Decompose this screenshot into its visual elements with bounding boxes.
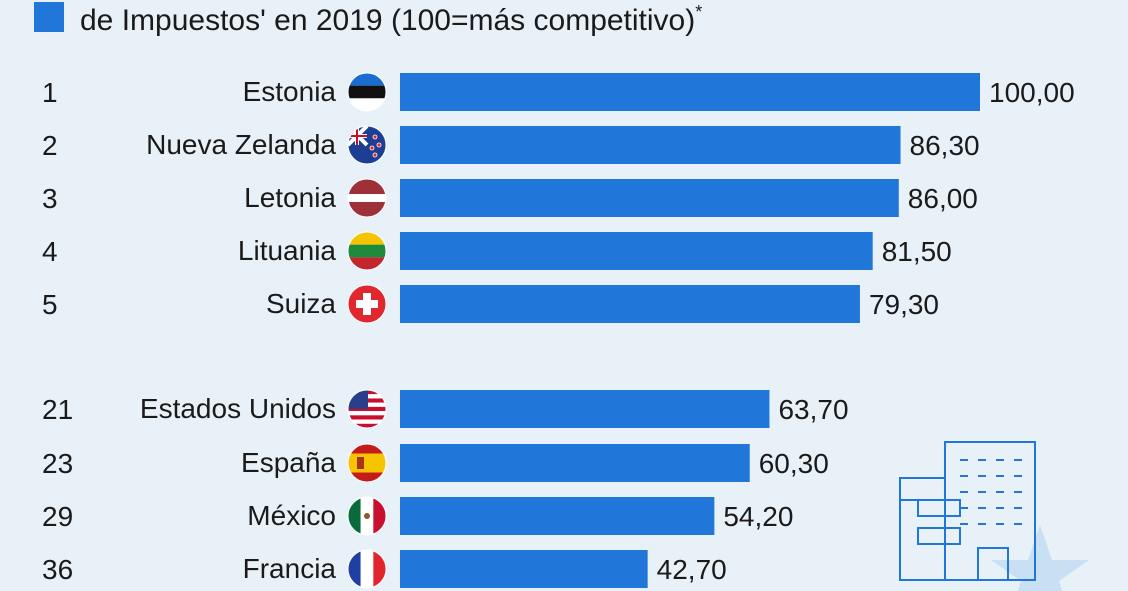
data-label: 63,70 xyxy=(778,394,848,425)
country-label: Nueva Zelanda xyxy=(146,129,336,160)
data-label: 86,30 xyxy=(910,130,980,161)
lithuania-flag-icon xyxy=(347,231,387,271)
rank-label: 3 xyxy=(42,183,58,214)
mexico-flag-icon xyxy=(347,496,387,536)
data-label: 79,30 xyxy=(869,289,939,320)
rank-label: 4 xyxy=(42,236,58,267)
footnote-mark: * xyxy=(695,2,702,22)
rank-label: 29 xyxy=(42,501,73,532)
table-row: 2 Nueva Zelanda 86,30 xyxy=(42,125,980,165)
country-label: Estados Unidos xyxy=(140,393,336,424)
rank-label: 36 xyxy=(42,554,73,585)
bar xyxy=(400,232,873,270)
bar-rows: 1 Estonia 100,00 2 Nueva Zelanda 86,30 3 Letoni… xyxy=(42,72,1075,589)
rank-label: 5 xyxy=(42,289,58,320)
table-row: 29 México 54,20 xyxy=(42,496,793,536)
data-label: 42,70 xyxy=(657,554,727,585)
data-label: 81,50 xyxy=(882,236,952,267)
bar xyxy=(400,390,770,428)
country-label: Letonia xyxy=(244,182,336,213)
rank-label: 1 xyxy=(42,77,58,108)
country-label: España xyxy=(241,447,336,478)
data-label: 100,00 xyxy=(989,77,1075,108)
usa-flag-icon xyxy=(347,389,387,429)
switzerland-flag-icon xyxy=(347,284,387,324)
bar xyxy=(400,550,648,588)
rank-label: 2 xyxy=(42,130,58,161)
new-zealand-flag-icon xyxy=(347,125,387,165)
table-row: 21 Estados Unidos 63,70 xyxy=(42,389,849,429)
star-icon xyxy=(991,525,1089,591)
country-label: Estonia xyxy=(243,76,337,107)
rank-label: 21 xyxy=(42,394,73,425)
latvia-flag-icon xyxy=(347,178,387,218)
table-row: 36 Francia 42,70 xyxy=(42,549,727,589)
country-label: Suiza xyxy=(266,288,336,319)
country-label: México xyxy=(247,500,336,531)
france-flag-icon xyxy=(347,549,387,589)
table-row: 5 Suiza 79,30 xyxy=(42,284,939,324)
data-label: 54,20 xyxy=(723,501,793,532)
table-row: 23 España 60,30 xyxy=(42,443,829,483)
table-row: 4 Lituania 81,50 xyxy=(42,231,952,271)
chart-subtitle: de Impuestos' en 2019 (100=más competiti… xyxy=(80,2,702,37)
bar xyxy=(400,444,750,482)
bar xyxy=(400,285,860,323)
table-row: 3 Letonia 86,00 xyxy=(42,178,978,218)
table-row: 1 Estonia 100,00 xyxy=(42,72,1075,112)
bar xyxy=(400,497,715,535)
bar xyxy=(400,73,980,111)
spain-flag-icon xyxy=(347,443,387,483)
bar xyxy=(400,126,901,164)
office-building-icon xyxy=(899,441,1036,581)
bar xyxy=(400,179,899,217)
data-label: 60,30 xyxy=(759,448,829,479)
estonia-flag-icon xyxy=(347,72,387,112)
country-label: Lituania xyxy=(238,235,337,266)
legend-swatch xyxy=(34,2,64,32)
rank-label: 23 xyxy=(42,448,73,479)
country-label: Francia xyxy=(243,553,337,584)
data-label: 86,00 xyxy=(908,183,978,214)
